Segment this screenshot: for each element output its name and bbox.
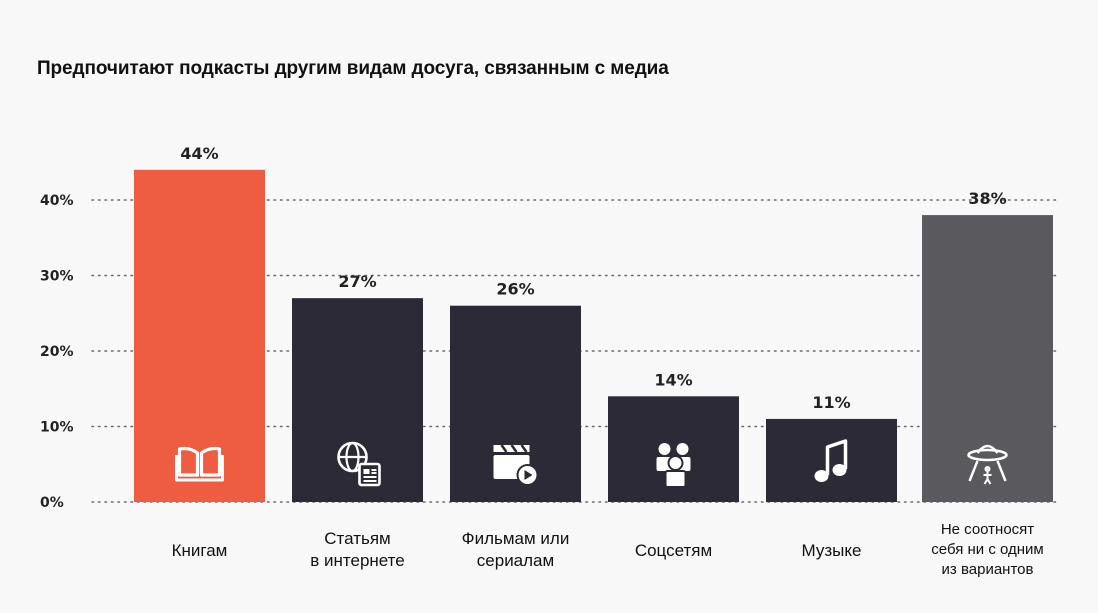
bar xyxy=(922,215,1053,502)
value-label: 44% xyxy=(180,144,218,163)
value-label: 38% xyxy=(968,189,1006,208)
bar xyxy=(766,418,897,502)
value-label: 14% xyxy=(654,370,692,389)
chart-title: Предпочитают подкасты другим видам досуг… xyxy=(37,58,669,79)
y-tick-label: 10% xyxy=(40,420,74,436)
y-tick-label: 20% xyxy=(40,344,74,360)
category-label: Музыке xyxy=(801,541,862,560)
y-tick-label: 40% xyxy=(40,193,74,209)
bar xyxy=(292,298,423,502)
book-icon xyxy=(175,446,224,482)
people-icon xyxy=(656,443,691,488)
category-label: Фильмам или сериалам xyxy=(461,529,570,570)
value-label: 26% xyxy=(496,280,534,299)
ufo-icon xyxy=(967,444,1008,485)
y-tick-label: 0% xyxy=(40,495,64,511)
category-label: Соцсетям xyxy=(634,541,713,560)
y-tick-label: 30% xyxy=(40,269,74,285)
clapper-play-icon xyxy=(493,444,539,486)
value-label: 11% xyxy=(812,393,850,412)
category-label: Книгам xyxy=(171,541,228,560)
bar xyxy=(134,169,265,503)
value-label: 27% xyxy=(338,272,376,291)
category-label: Статьям в интернете xyxy=(310,529,405,570)
music-note-icon xyxy=(814,439,848,482)
globe-news-icon xyxy=(337,441,381,487)
category-label: Не соотносят себя ни с одним из варианто… xyxy=(931,521,1044,578)
